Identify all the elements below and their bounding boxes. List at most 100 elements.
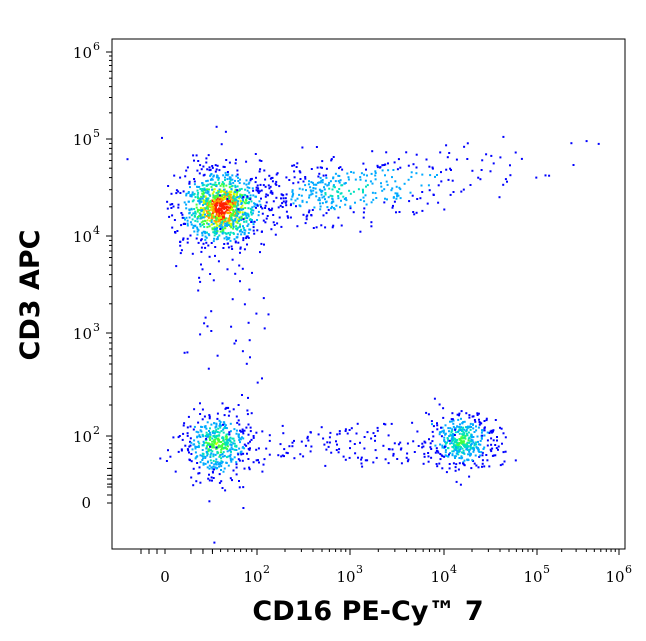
- event-dot: [223, 443, 226, 446]
- event-dot: [481, 434, 484, 437]
- event-dot: [461, 422, 464, 425]
- event-dot: [246, 189, 249, 192]
- event-dot: [269, 191, 272, 194]
- event-dot: [223, 190, 226, 193]
- event-dot: [188, 216, 191, 219]
- event-dot: [229, 177, 232, 180]
- event-dot: [219, 424, 222, 427]
- event-dot: [167, 449, 169, 452]
- event-dot: [242, 239, 245, 242]
- event-dot: [235, 463, 238, 466]
- event-dot: [238, 264, 241, 267]
- y-tick-label: 10: [73, 228, 92, 246]
- event-dot: [293, 176, 296, 179]
- event-dot: [243, 232, 246, 234]
- event-dot: [265, 193, 268, 196]
- event-dot: [350, 171, 353, 173]
- event-dot: [224, 489, 227, 492]
- event-dot: [229, 200, 232, 202]
- event-dot: [441, 446, 444, 449]
- event-dot: [229, 436, 232, 439]
- event-dot: [209, 435, 212, 438]
- event-dot: [185, 203, 188, 206]
- event-dot: [200, 215, 203, 218]
- event-dot: [241, 231, 244, 234]
- event-dot: [458, 457, 461, 459]
- event-dot: [282, 432, 285, 435]
- event-dot: [249, 447, 251, 450]
- event-dot: [305, 189, 307, 192]
- event-dot: [275, 173, 278, 176]
- event-dot: [212, 445, 215, 448]
- event-dot: [172, 205, 175, 208]
- event-dot: [217, 427, 220, 430]
- event-dot: [467, 458, 470, 461]
- event-dot: [208, 467, 211, 470]
- event-dot: [180, 212, 183, 214]
- event-dot: [196, 186, 199, 188]
- event-dot: [445, 168, 448, 171]
- event-dot: [315, 146, 318, 148]
- event-dot: [230, 460, 233, 463]
- event-dot: [455, 463, 458, 466]
- event-dot: [363, 447, 366, 450]
- event-dot: [337, 180, 340, 183]
- event-dot: [421, 173, 424, 176]
- event-dot: [194, 210, 197, 213]
- event-dot: [392, 204, 394, 207]
- event-dot: [237, 200, 240, 203]
- event-dot: [226, 221, 229, 224]
- event-dot: [463, 459, 466, 462]
- event-dot: [393, 442, 396, 445]
- event-dot: [225, 203, 227, 206]
- event-dot: [182, 238, 185, 241]
- event-dot: [230, 204, 233, 206]
- event-dot: [252, 189, 255, 192]
- event-dot: [242, 437, 245, 440]
- event-dot: [251, 212, 254, 215]
- event-dot: [366, 459, 369, 462]
- event-dot: [199, 429, 202, 432]
- event-dot: [387, 162, 389, 165]
- event-dot: [199, 461, 202, 464]
- event-dot: [430, 456, 433, 459]
- event-dot: [193, 178, 196, 180]
- event-dot: [451, 179, 454, 182]
- event-dot: [235, 196, 238, 199]
- event-dot: [187, 200, 190, 203]
- event-dot: [223, 446, 226, 449]
- event-dot: [229, 448, 232, 451]
- event-dot: [374, 435, 377, 437]
- event-dot: [221, 402, 224, 405]
- event-dot: [218, 202, 221, 205]
- event-dot: [213, 188, 216, 191]
- event-dot: [178, 435, 181, 437]
- event-dot: [476, 447, 479, 450]
- event-dot: [237, 220, 240, 223]
- event-dot: [262, 184, 265, 187]
- event-dot: [374, 178, 377, 181]
- event-dot: [494, 444, 497, 446]
- event-dot: [229, 209, 232, 211]
- event-dot: [364, 179, 367, 182]
- event-dot: [232, 232, 235, 234]
- x-tick-label: 10: [523, 568, 542, 586]
- event-dot: [370, 201, 373, 204]
- event-dot: [247, 202, 250, 205]
- event-dot: [200, 189, 203, 192]
- event-dot: [230, 441, 233, 444]
- event-dot: [470, 438, 473, 441]
- event-dot: [213, 541, 216, 544]
- event-dot: [236, 202, 239, 205]
- event-dot: [233, 439, 236, 442]
- event-dot: [203, 442, 206, 444]
- event-dot: [429, 442, 432, 445]
- event-dot: [333, 208, 336, 211]
- event-dot: [187, 192, 190, 194]
- event-dot: [291, 194, 294, 197]
- event-dot: [229, 217, 232, 220]
- event-dot: [213, 206, 215, 209]
- event-dot: [329, 194, 332, 197]
- event-dot: [224, 176, 226, 179]
- event-dot: [364, 459, 367, 462]
